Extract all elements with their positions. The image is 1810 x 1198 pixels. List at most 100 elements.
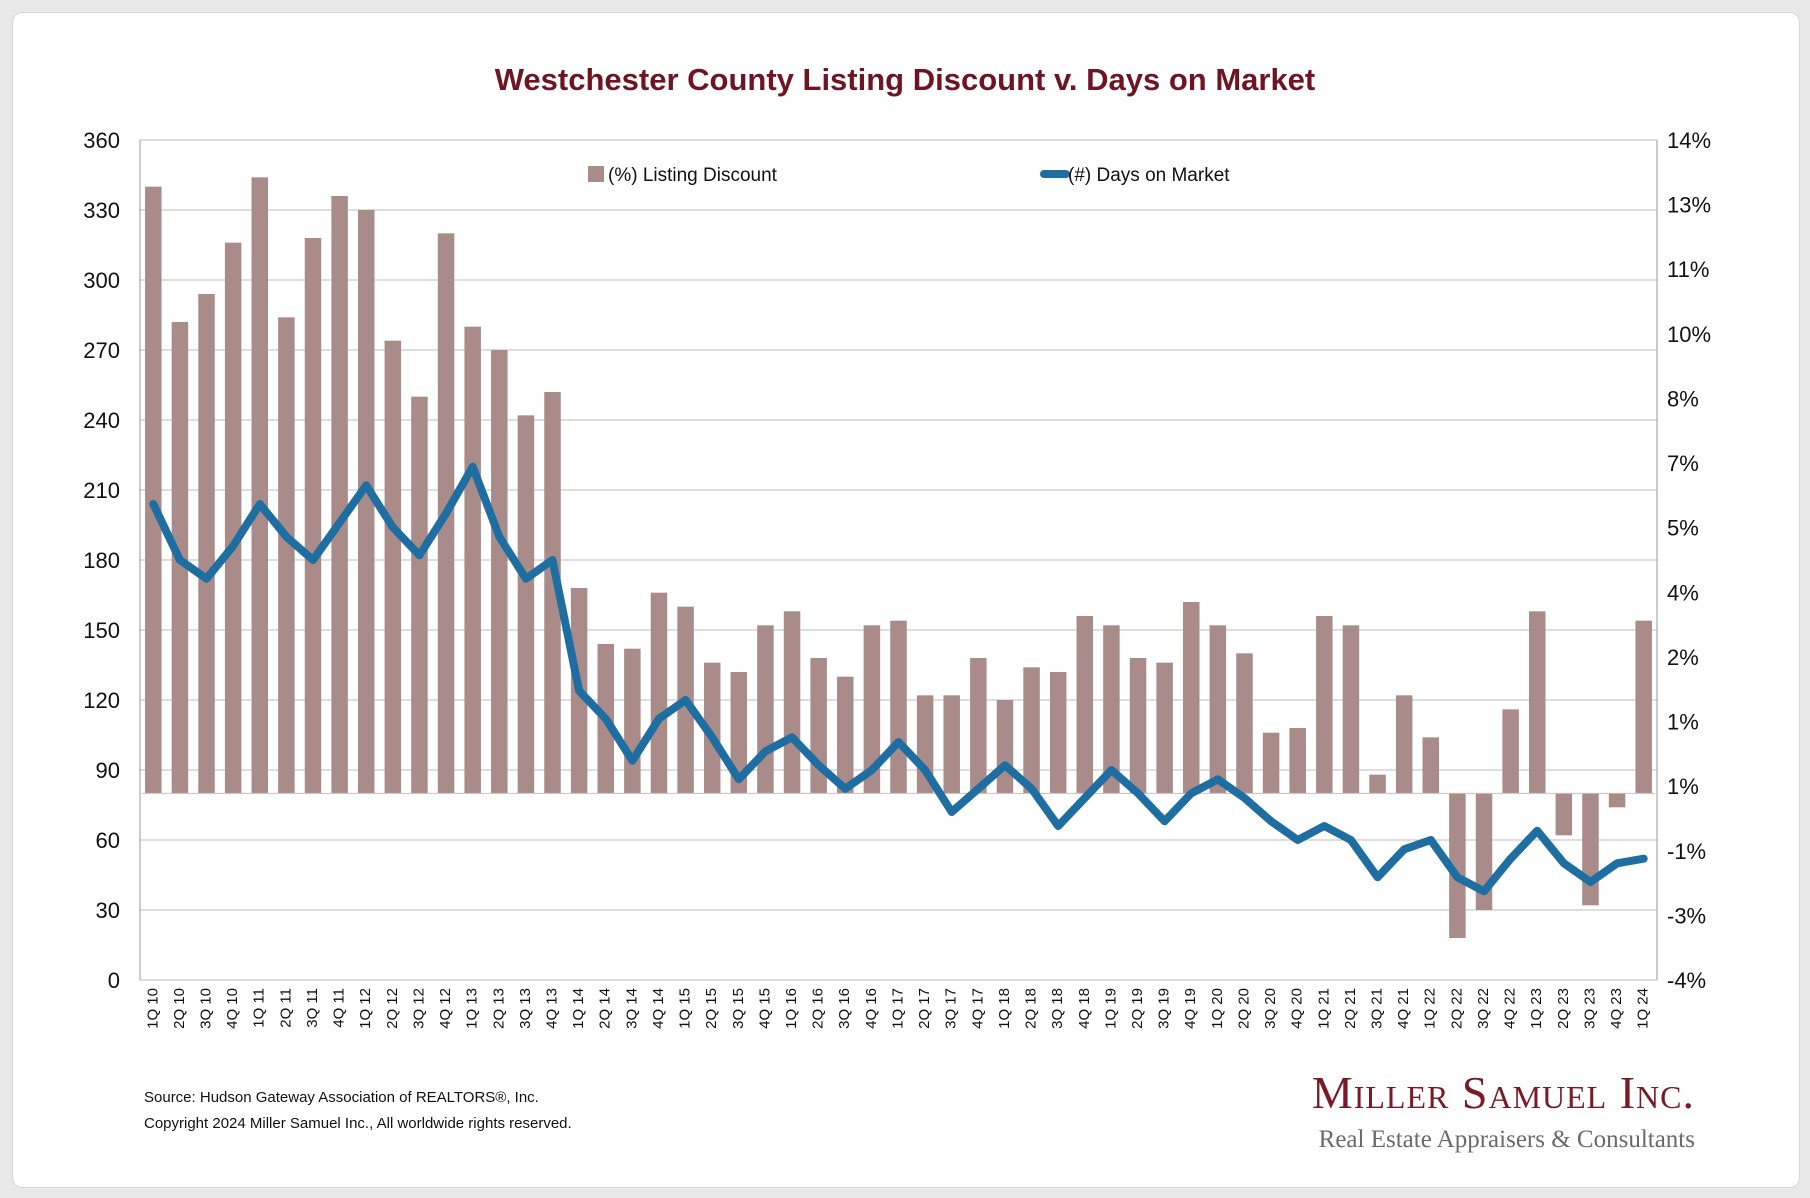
x-tick-label: 2Q 20 [1235,988,1252,1029]
source-note: Source: Hudson Gateway Association of RE… [144,1089,539,1106]
bar [1103,625,1120,794]
x-tick-label: 2Q 17 [916,988,933,1029]
x-tick-label: 3Q 20 [1262,988,1279,1029]
bar [1023,667,1040,794]
right-axis-tick-label: -4% [1667,968,1706,993]
legend-bar-swatch [588,166,604,182]
x-tick-label: 2Q 10 [171,988,188,1029]
x-tick-label: 1Q 15 [677,988,694,1029]
left-axis-tick-label: 180 [83,548,120,573]
x-tick-label: 1Q 23 [1528,988,1545,1029]
x-tick-label: 1Q 18 [996,988,1013,1029]
x-tick-label: 3Q 17 [943,988,960,1029]
bar [1156,662,1173,794]
bar [384,340,402,794]
x-tick-label: 4Q 18 [1076,988,1093,1029]
bar [198,294,215,794]
bar [357,210,375,794]
x-tick-label: 1Q 17 [889,988,906,1029]
x-tick-label: 3Q 10 [198,988,215,1029]
x-tick-label: 4Q 14 [650,988,667,1029]
x-tick-label: 1Q 21 [1315,988,1332,1029]
x-tick-label: 3Q 21 [1369,988,1386,1029]
right-axis-tick-label: 14% [1667,128,1711,153]
brand-name: Miller Samuel Inc. [1311,1067,1695,1118]
x-tick-label: 3Q 12 [410,988,427,1029]
right-axis-tick-label: 7% [1667,451,1699,476]
bar [331,196,348,794]
bar [943,695,960,794]
right-axis-tick-label: 4% [1667,580,1699,605]
x-tick-label: 2Q 22 [1448,988,1465,1029]
x-tick-label: 2Q 13 [490,988,507,1029]
bar [1262,732,1280,794]
axes: 0 30 60 90 120 150 180 210 240 270 300 330 360 -4% -3%… [83,128,1711,1029]
bar [1422,737,1440,794]
bar [703,662,721,794]
x-tick-label: 4Q 11 [331,988,348,1028]
bar [1608,793,1626,808]
right-axis-tick-label: 10% [1667,322,1711,347]
x-tick-label: 3Q 15 [730,988,747,1029]
bar [1635,620,1652,794]
bar [304,238,322,794]
x-tick-label: 4Q 19 [1182,988,1199,1029]
x-tick-label: 4Q 17 [969,988,986,1029]
line-series [149,462,1648,896]
x-tick-label: 2Q 19 [1129,988,1146,1029]
bar [757,625,774,794]
bar [1316,616,1333,794]
x-tick-label: 1Q 10 [144,988,161,1029]
legend-bar-label: (%) Listing Discount [608,165,778,186]
right-axis-tick-label: 8% [1667,386,1699,411]
x-tick-label: 3Q 13 [517,988,534,1029]
left-axis-tick-label: 360 [83,128,120,153]
x-tick-label: 4Q 21 [1395,988,1412,1029]
bar [1449,793,1466,938]
days-on-market-line [149,462,1648,896]
x-tick-label: 1Q 12 [357,988,374,1029]
x-tick-label: 3Q 22 [1475,988,1492,1029]
bar [1555,793,1573,836]
bar [996,700,1014,794]
bar [970,658,987,794]
left-axis-tick-label: 120 [83,688,120,713]
bar [1076,616,1094,794]
brand-tagline: Real Estate Appraisers & Consultants [1318,1126,1695,1153]
x-tick-label: 3Q 23 [1581,988,1598,1029]
bar [251,177,269,794]
x-tick-label: 4Q 13 [543,988,560,1029]
x-tick-label: 1Q 16 [783,988,800,1029]
x-tick-label: 2Q 15 [703,988,720,1029]
x-tick-label: 2Q 14 [597,988,614,1029]
bar [491,350,508,794]
bar [730,672,748,794]
bar [1049,672,1067,794]
x-tick-label: 1Q 11 [251,988,268,1028]
left-axis-tick-label: 270 [83,338,120,363]
chart-title: Westchester County Listing Discount v. D… [494,62,1316,97]
right-axis-tick-label: 1% [1667,774,1699,799]
bar [863,625,881,794]
left-axis-tick-label: 60 [96,828,120,853]
legend-line-label: (#) Days on Market [1068,165,1230,186]
copyright-note: Copyright 2024 Miller Samuel Inc., All w… [144,1115,572,1132]
right-axis-tick-label: -1% [1667,839,1706,864]
bar [145,186,162,794]
x-tick-label: 3Q 14 [623,988,640,1029]
bar-series [142,177,1655,938]
bar [1395,695,1413,794]
x-tick-label: 3Q 18 [1049,988,1066,1029]
x-tick-label: 4Q 20 [1289,988,1306,1029]
bar [1342,625,1360,794]
right-axis-tick-label: 13% [1667,193,1711,218]
x-tick-label: 4Q 15 [756,988,773,1029]
bar [1582,793,1599,906]
x-tick-label: 4Q 16 [863,988,880,1029]
right-axis-tick-label: 5% [1667,516,1699,541]
x-tick-label: 1Q 13 [464,988,481,1029]
x-tick-label: 2Q 18 [1023,988,1040,1029]
bar [1528,611,1546,794]
legend: (%) Listing Discount (#) Days on Market [588,165,1230,186]
